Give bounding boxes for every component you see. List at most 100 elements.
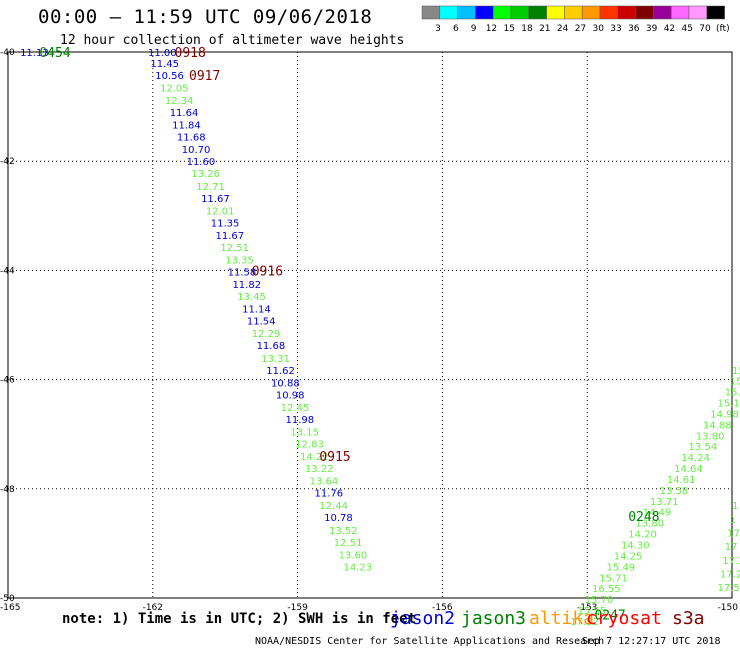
swh-value: 11.98 [286,415,315,426]
swh-value: 11.58 [228,267,257,278]
swh-value: 11.00 [148,48,177,59]
swh-value: 14.98 [710,409,739,420]
swh-value: 11.82 [232,280,261,291]
grid-lines [8,52,732,598]
swh-value: 11.62 [266,366,295,377]
swh-value: 10.98 [276,390,305,401]
plot-frame [7,51,733,599]
scale-label: 18 [521,24,533,34]
swh-value: 10.88 [271,378,300,389]
footer-credit: NOAA/NESDIS Center for Satellite Applica… [255,636,605,647]
swh-value: 11.76 [314,489,343,500]
swh-value: 16.55 [592,584,621,595]
scale-label: 36 [628,24,640,34]
swh-value: 14.25 [614,551,643,562]
swh-value: 14.20 [628,530,657,541]
swh-value: 12.83 [295,439,324,450]
scale-swatch [457,5,476,20]
swh-value: 11.14 [242,305,271,316]
scale-label: 15 [503,24,514,34]
scale-swatch [635,5,654,20]
footer-note: note: 1) Time is in UTC; 2) SWH is in fe… [62,611,417,627]
swh-value: 15.6 [725,388,740,399]
swh-value: 12.51 [334,538,363,549]
scale-swatch [688,5,708,20]
scale-label: (ft) [716,24,730,34]
time-labels: 0454 0918 0917 0916 0915 0248 0247 [39,46,659,623]
swh-value: 14.22 [300,452,329,463]
footer-date: Sep 7 12:27:17 UTC 2018 [582,636,721,647]
swh-value: 11.67 [216,231,245,242]
swh-value: 17 [727,528,740,539]
swh-value: 17.31 [722,556,740,567]
swh-value: 17.20 [720,569,740,580]
scale-swatch [706,5,725,20]
y-tick-label: -48 [0,485,15,495]
x-tick-label: -156 [432,603,453,613]
color-scale-legend: 3 6 9 12 15 18 21 24 27 30 33 36 39 42 45 70 (ft) [421,5,730,34]
swh-value: 17.52 [570,617,599,628]
swh-value: 13.80 [635,519,664,530]
scale-swatch [617,5,636,20]
y-tick-label: -50 [0,594,15,604]
swh-value: 13.15 [290,427,319,438]
axis-ticks: -165 -162 -159 -156 -153 -150 -50 -48 -46 -44 -42 -… [0,48,738,613]
scale-label: 45 [681,24,692,34]
swh-value: 15.70 [585,595,614,606]
x-tick-label: -162 [143,603,163,613]
time-label: 0918 [175,46,206,61]
swh-value: 14.23 [343,562,372,573]
scale-label: 42 [664,24,675,34]
y-tick-label: -46 [0,376,15,386]
satellite-s3a: s3a [672,608,705,629]
swh-value: 14.30 [621,540,650,551]
swh-value: 13.54 [689,442,718,453]
satellite-cryosat: cryosat [586,608,662,629]
swh-value: 12.34 [165,96,194,107]
swh-value: 15.4 [730,377,740,388]
swh-value: 13.80 [696,431,725,442]
swh-value: 13.26 [191,169,220,180]
swh-value: 13.22 [305,464,334,475]
swh-value: 12.01 [206,206,235,217]
y-tick-label: -42 [0,157,15,167]
swh-value: 11.13 [20,48,49,59]
swh-value: 13.64 [310,477,339,488]
swh-value: 11.67 [201,194,230,205]
scale-swatch [439,5,458,20]
satellite-altika: altika [529,608,595,629]
scale-swatch [510,5,530,20]
swh-value: 13.52 [329,526,358,537]
scale-swatch [475,5,494,20]
scale-label: 9 [471,24,477,34]
scale-swatch [546,5,565,20]
scale-label: 6 [453,24,459,34]
swh-value: 1 [730,515,736,526]
swh-value: 12.29 [252,329,281,340]
swh-value: 1 [732,501,738,512]
swh-value: 14.64 [674,464,703,475]
swh-value: 17.58 [718,583,740,594]
swh-value: 12.45 [281,403,310,414]
swh-value: 11.45 [150,59,179,70]
time-label: 0247 [594,608,625,623]
scale-label: 30 [592,24,604,34]
swh-value: 10.78 [324,513,353,524]
swh-value: 14.24 [681,453,710,464]
satellite-jason2: jason2 [390,608,456,629]
scale-label: 21 [539,24,550,34]
scale-label: 3 [435,24,441,34]
swh-value: 13.35 [225,255,254,266]
page-title: 00:00 – 11:59 UTC 09/06/2018 [38,6,373,28]
swh-value: 10.56 [155,71,184,82]
page-subtitle: 12 hour collection of altimeter wave hei… [60,33,405,48]
swh-value: 14.88 [703,420,732,431]
time-label: 0917 [189,69,220,84]
scale-swatch [492,5,512,20]
scale-label: 70 [699,24,711,34]
x-tick-label: -159 [287,603,308,613]
scale-label: 39 [646,24,658,34]
scale-label: 27 [575,24,586,34]
swh-value: 10.70 [182,145,211,156]
